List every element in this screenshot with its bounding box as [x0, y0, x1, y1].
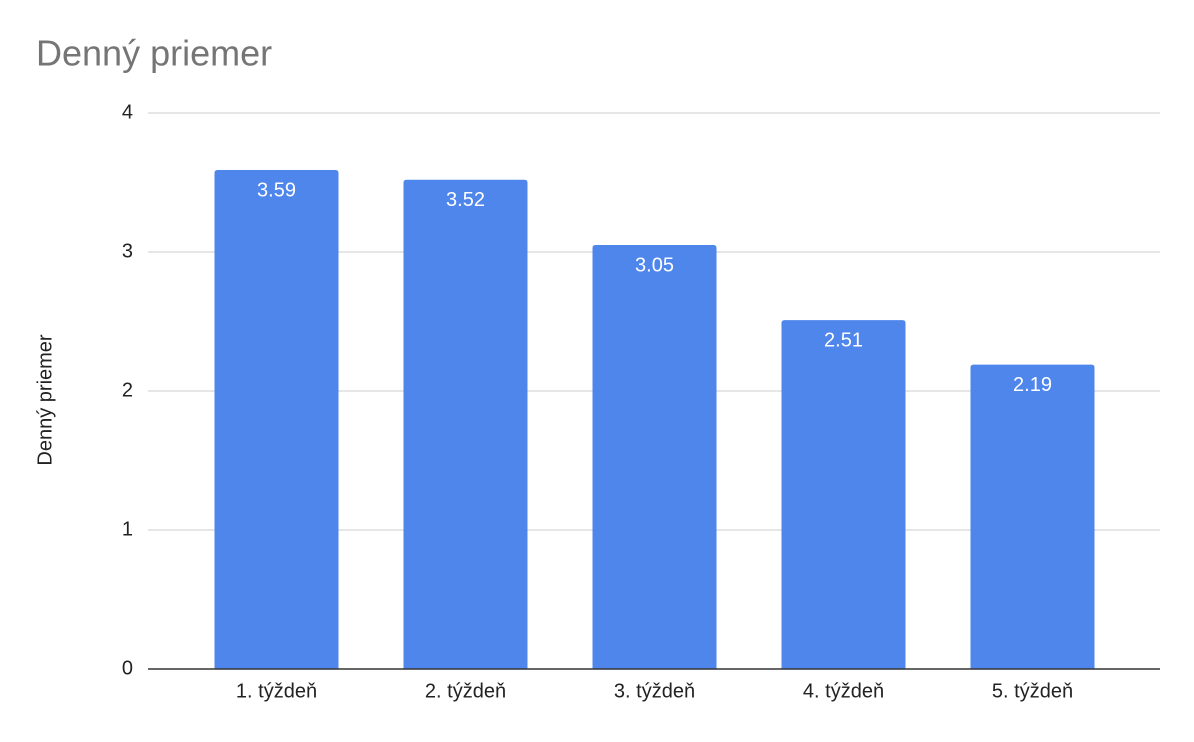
y-tick-label: 1 [122, 518, 133, 540]
bar [214, 169, 339, 670]
x-tick-label: 1. týždeň [236, 680, 317, 702]
data-label: 3.52 [446, 189, 485, 211]
bar [592, 245, 717, 670]
y-tick-label: 2 [122, 379, 133, 401]
bar [970, 364, 1095, 669]
bar [781, 320, 906, 669]
data-label: 2.19 [1013, 374, 1052, 396]
x-tick-label: 3. týždeň [614, 680, 695, 702]
bar [403, 179, 528, 669]
data-label: 3.05 [635, 254, 674, 276]
x-tick-label: 2. týždeň [425, 680, 506, 702]
x-tick-label: 4. týždeň [803, 680, 884, 702]
y-axis-label: Denný priemer [34, 334, 56, 466]
y-tick-label: 3 [122, 240, 133, 262]
y-tick-label: 0 [122, 657, 133, 679]
chart-title: Denný priemer [36, 33, 272, 74]
y-tick-label: 4 [122, 101, 133, 123]
data-label: 2.51 [824, 329, 863, 351]
x-tick-label: 5. týždeň [992, 680, 1073, 702]
data-label: 3.59 [257, 179, 296, 201]
